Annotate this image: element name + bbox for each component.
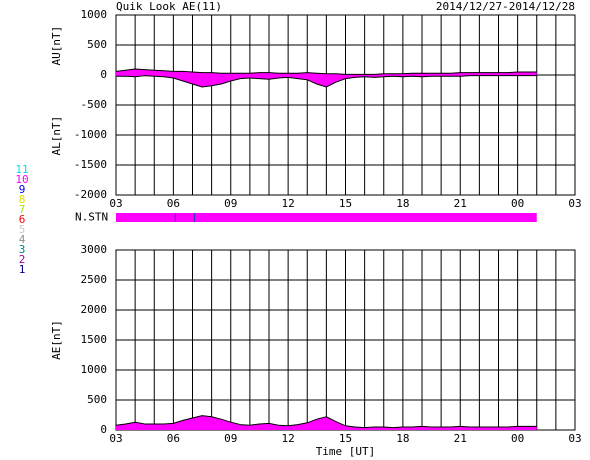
- x-tick-label: 06: [167, 197, 180, 210]
- y-tick-label: 0: [100, 68, 107, 81]
- station-count-label: 4: [19, 233, 26, 246]
- station-count-label: 8: [19, 193, 26, 206]
- x-tick-label: 09: [224, 432, 237, 445]
- y-axis-label: AU[nT]: [50, 26, 63, 66]
- area: [116, 415, 537, 430]
- y-tick-label: 0: [100, 423, 107, 436]
- date-range: 2014/12/27-2014/12/28: [436, 0, 575, 13]
- x-tick-label: 00: [511, 432, 524, 445]
- coverage-bar: [116, 213, 537, 222]
- station-count-label: 2: [19, 253, 26, 266]
- x-tick-label: 03: [109, 432, 122, 445]
- y-tick-label: 1000: [81, 363, 108, 376]
- station-count-label: 1: [19, 263, 26, 276]
- chart-title: Quik Look AE(11): [116, 0, 222, 13]
- x-tick-label: 03: [568, 432, 581, 445]
- y-axis-label: AE[nT]: [50, 320, 63, 360]
- station-count-label: 3: [19, 243, 26, 256]
- y-axis-label: AL[nT]: [50, 116, 63, 156]
- station-label: N.STN: [75, 211, 108, 224]
- line: [115, 68, 537, 75]
- station-count-label: 11: [15, 163, 28, 176]
- y-tick-label: 500: [87, 38, 107, 51]
- station-count-label: 10: [15, 173, 28, 186]
- station-count-label: 7: [19, 203, 26, 216]
- y-tick-label: 3000: [81, 243, 108, 256]
- station-count-label: 6: [19, 213, 26, 226]
- y-tick-label: 1000: [81, 8, 108, 21]
- x-tick-label: 00: [511, 197, 524, 210]
- x-tick-label: 15: [339, 432, 352, 445]
- x-tick-label: 21: [454, 432, 467, 445]
- x-tick-label: 12: [282, 197, 295, 210]
- x-tick-label: 09: [224, 197, 237, 210]
- line: [116, 75, 537, 88]
- y-tick-label: -2000: [74, 188, 107, 201]
- x-tick-label: 18: [396, 432, 409, 445]
- y-tick-label: -500: [81, 98, 108, 111]
- x-tick-label: 03: [109, 197, 122, 210]
- x-tick-label: 03: [568, 197, 581, 210]
- x-tick-label: 06: [167, 432, 180, 445]
- y-tick-label: 2500: [81, 273, 108, 286]
- x-tick-label: 21: [454, 197, 467, 210]
- station-count-label: 9: [19, 183, 26, 196]
- x-tick-label: 12: [282, 432, 295, 445]
- y-tick-label: 2000: [81, 303, 108, 316]
- y-tick-label: -1000: [74, 128, 107, 141]
- y-tick-label: 1500: [81, 333, 108, 346]
- area: [116, 75, 537, 87]
- station-count-label: 5: [19, 223, 26, 236]
- line: [115, 415, 537, 429]
- y-tick-label: 500: [87, 393, 107, 406]
- y-tick-label: -1500: [74, 158, 107, 171]
- x-axis-label: Time [UT]: [316, 445, 376, 458]
- x-tick-label: 15: [339, 197, 352, 210]
- x-tick-label: 18: [396, 197, 409, 210]
